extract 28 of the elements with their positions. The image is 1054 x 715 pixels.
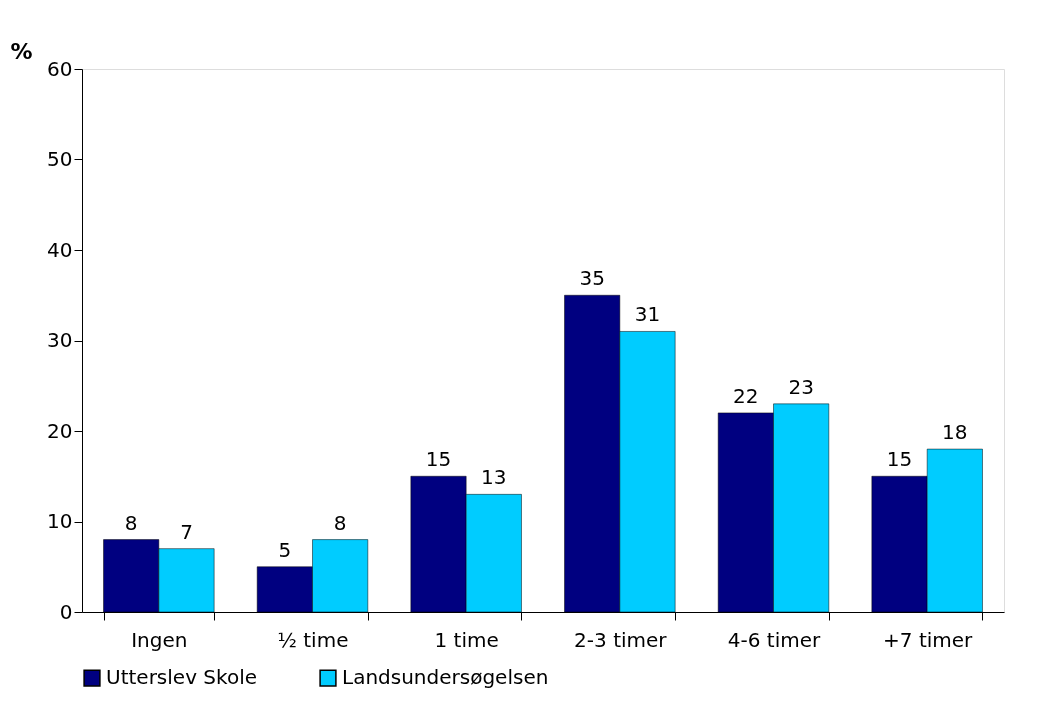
- data-label: 7: [180, 519, 193, 544]
- x-tick-label: ½ time: [277, 627, 349, 652]
- data-label: 8: [333, 510, 347, 535]
- legend-label: Landsundersøgelsen: [342, 665, 549, 690]
- y-tick-label: 20: [47, 418, 73, 443]
- data-label: 31: [634, 302, 661, 327]
- data-label: 23: [788, 374, 814, 399]
- x-tick-label: 4-6 timer: [727, 627, 821, 652]
- legend-label: Utterslev Skole: [106, 665, 257, 690]
- y-tick-label: 30: [47, 328, 73, 352]
- data-label: 18: [942, 420, 968, 445]
- data-label: 5: [278, 537, 292, 562]
- data-label: 15: [886, 447, 913, 472]
- data-label: 22: [733, 383, 759, 408]
- data-label: 13: [481, 465, 507, 490]
- x-tick-label: 1 time: [434, 627, 499, 652]
- data-label: 15: [425, 447, 452, 472]
- y-tick-label: 40: [47, 237, 73, 262]
- y-tick-label: 60: [47, 56, 73, 81]
- data-label: 35: [579, 266, 605, 291]
- x-tick-label: 2-3 timer: [574, 627, 668, 652]
- y-axis-title: %: [10, 38, 33, 64]
- x-tick-label: +7 timer: [883, 627, 974, 652]
- data-label: 8: [124, 510, 138, 535]
- y-tick-label: 50: [47, 147, 73, 171]
- y-tick-label: 0: [59, 599, 73, 624]
- x-tick-label: Ingen: [131, 627, 188, 652]
- y-tick-label: 10: [47, 509, 73, 533]
